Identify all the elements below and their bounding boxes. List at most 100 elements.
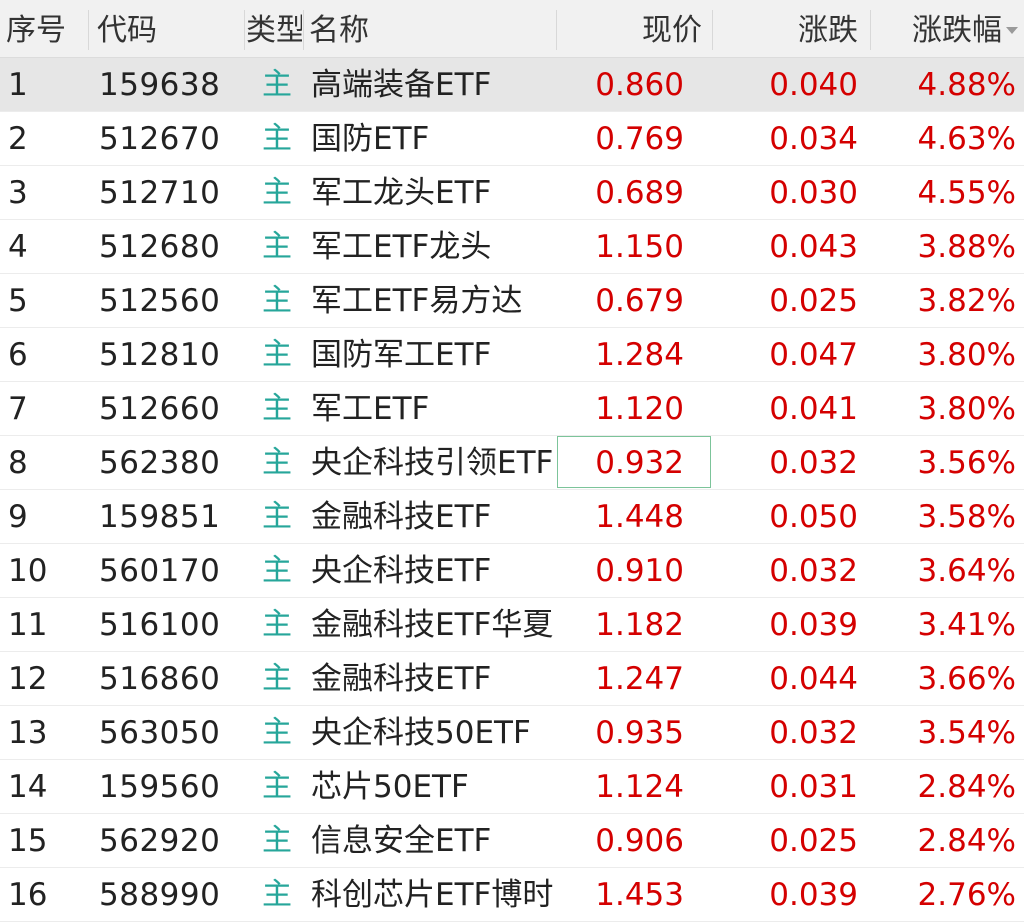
fund-code: 516860 [99,661,221,697]
row-index: 5 [8,283,28,319]
price-change: 0.032 [769,715,858,751]
table-row[interactable]: 5 512560 主军工ETF易方达 0.679 0.025 3.82% [0,274,1024,328]
fund-name: 金融科技ETF [311,661,492,697]
column-header-change[interactable]: 涨跌 [798,13,858,48]
fund-type-badge: 主 [262,769,292,804]
fund-type-badge: 主 [262,445,292,480]
fund-type-badge: 主 [262,553,292,588]
table-row[interactable]: 14 159560 主芯片50ETF 1.124 0.031 2.84% [0,760,1024,814]
table-row[interactable]: 3 512710 主军工龙头ETF 0.689 0.030 4.55% [0,166,1024,220]
fund-name: 央企科技ETF [311,553,492,589]
fund-type-badge: 主 [262,661,292,696]
row-divider [0,867,1024,868]
row-index: 3 [8,175,28,211]
table-header: 序号 代码 类型 名称 现价 涨跌 涨跌幅 [0,0,1024,58]
current-price: 0.769 [595,121,684,157]
price-change-pct: 4.88% [917,67,1016,103]
current-price: 0.689 [595,175,684,211]
current-price: 1.150 [595,229,684,265]
fund-name: 军工ETF [311,391,430,427]
fund-code: 512710 [99,175,221,211]
current-price: 1.284 [595,337,684,373]
price-change-pct: 3.66% [917,661,1016,697]
row-divider [0,435,1024,436]
fund-name: 军工ETF易方达 [311,283,523,319]
fund-code: 159851 [99,499,221,535]
column-divider[interactable] [88,10,89,50]
price-change: 0.025 [769,823,858,859]
current-price: 1.120 [595,391,684,427]
fund-type-badge: 主 [262,391,292,426]
table-row[interactable]: 10 560170 主央企科技ETF 0.910 0.032 3.64% [0,544,1024,598]
price-change-pct: 2.84% [917,769,1016,805]
fund-code: 516100 [99,607,221,643]
table-row[interactable]: 2 512670 主国防ETF 0.769 0.034 4.63% [0,112,1024,166]
price-change-pct: 2.76% [917,877,1016,913]
row-index: 7 [8,391,28,427]
table-row[interactable]: 8 562380 主央企科技引领ETF 0.932 0.032 3.56% [0,436,1024,490]
row-index: 1 [8,67,28,103]
fund-name: 军工ETF龙头 [311,229,492,265]
column-divider[interactable] [712,10,713,50]
price-change-pct: 3.80% [917,337,1016,373]
sort-descending-icon[interactable] [1006,27,1018,34]
fund-code: 512810 [99,337,221,373]
column-divider[interactable] [244,10,245,50]
price-change: 0.032 [769,553,858,589]
row-index: 8 [8,445,28,481]
row-index: 10 [8,553,48,589]
fund-code: 562380 [99,445,221,481]
fund-name: 军工龙头ETF [311,175,492,211]
fund-name: 金融科技ETF华夏 [311,607,554,643]
price-change: 0.043 [769,229,858,265]
current-price: 1.448 [595,499,684,535]
fund-name: 芯片50ETF [311,769,469,805]
row-divider [0,327,1024,328]
table-row[interactable]: 6 512810 主国防军工ETF 1.284 0.047 3.80% [0,328,1024,382]
price-change: 0.041 [769,391,858,427]
table-row[interactable]: 12 516860 主金融科技ETF 1.247 0.044 3.66% [0,652,1024,706]
table-row[interactable]: 7 512660 主军工ETF 1.120 0.041 3.80% [0,382,1024,436]
table-row[interactable]: 1 159638 主高端装备ETF 0.860 0.040 4.88% [0,58,1024,112]
column-header-change-pct[interactable]: 涨跌幅 [912,13,1002,48]
row-divider [0,543,1024,544]
column-header-price[interactable]: 现价 [642,13,702,48]
fund-name: 科创芯片ETF博时 [311,877,554,913]
column-header-type[interactable]: 类型 [246,13,302,48]
current-price: 1.182 [595,607,684,643]
table-row[interactable]: 11 516100 主金融科技ETF华夏 1.182 0.039 3.41% [0,598,1024,652]
table-row[interactable]: 9 159851 主金融科技ETF 1.448 0.050 3.58% [0,490,1024,544]
price-change-pct: 3.58% [917,499,1016,535]
row-index: 9 [8,499,28,535]
fund-name: 国防ETF [311,121,430,157]
column-divider[interactable] [870,10,871,50]
row-divider [0,381,1024,382]
row-divider [0,597,1024,598]
fund-code: 588990 [99,877,221,913]
row-divider [0,489,1024,490]
fund-name: 信息安全ETF [311,823,492,859]
table-row[interactable]: 4 512680 主军工ETF龙头 1.150 0.043 3.88% [0,220,1024,274]
table-row[interactable]: 15 562920 主信息安全ETF 0.906 0.025 2.84% [0,814,1024,868]
column-header-name[interactable]: 名称 [309,13,369,48]
table-row[interactable]: 16 588990 主科创芯片ETF博时 1.453 0.039 2.76% [0,868,1024,922]
current-price: 0.860 [595,67,684,103]
fund-type-badge: 主 [262,877,292,912]
column-divider[interactable] [303,10,304,50]
column-divider[interactable] [556,10,557,50]
price-change: 0.034 [769,121,858,157]
row-divider [0,111,1024,112]
price-change: 0.030 [769,175,858,211]
table-row[interactable]: 13 563050 主央企科技50ETF 0.935 0.032 3.54% [0,706,1024,760]
row-index: 15 [8,823,48,859]
current-price: 0.906 [595,823,684,859]
fund-name: 高端装备ETF [311,67,492,103]
price-change-pct: 3.88% [917,229,1016,265]
price-change-pct: 3.80% [917,391,1016,427]
column-header-code[interactable]: 代码 [97,13,157,48]
price-change: 0.039 [769,607,858,643]
column-header-index[interactable]: 序号 [6,13,66,48]
fund-type-badge: 主 [262,499,292,534]
fund-type-badge: 主 [262,715,292,750]
